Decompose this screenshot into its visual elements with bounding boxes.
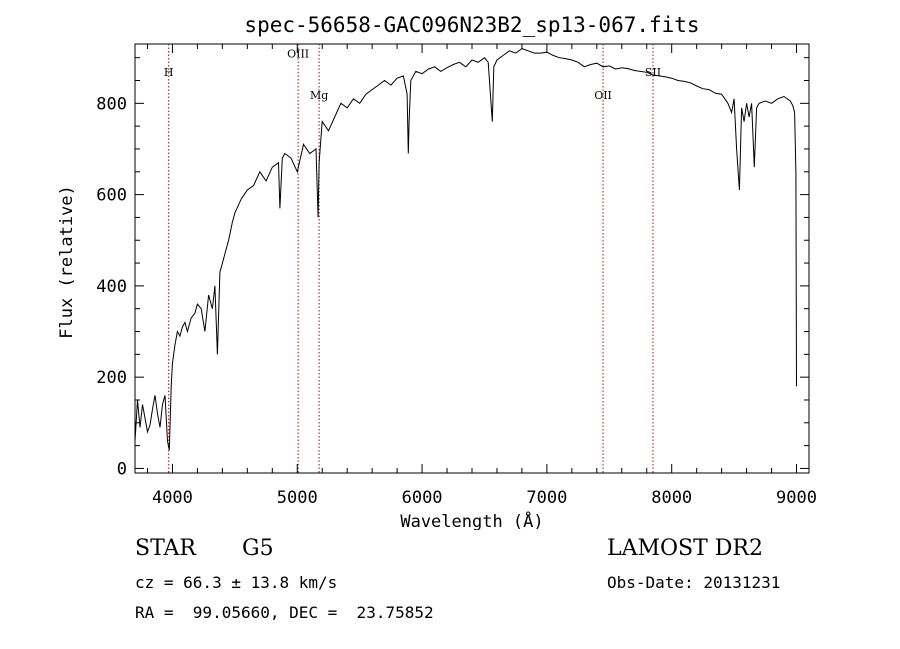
redshift-velocity: cz = 66.3 ± 13.8 km/s (135, 573, 338, 592)
series-group (134, 48, 797, 451)
spectrum-line (134, 48, 797, 451)
y-tick-label: 0 (117, 459, 127, 479)
x-tick-label: 4000 (152, 488, 193, 508)
spectrum-chart: spec-56658-GAC096N23B2_sp13-067.fits H OI… (57, 13, 817, 530)
chart-title: spec-56658-GAC096N23B2_sp13-067.fits (244, 13, 699, 37)
spectral-line-label: Mg (310, 89, 328, 102)
x-tick-label: 9000 (776, 488, 817, 508)
y-tick-label: 200 (96, 368, 127, 388)
spectral-line-label: OII (594, 89, 612, 102)
survey-label: LAMOST DR2 (607, 536, 763, 561)
y-axis-label: Flux (relative) (57, 185, 77, 339)
spectral-line-label: OIII (287, 48, 309, 61)
object-subclass: G5 (242, 536, 274, 561)
axis-ticks: 4000 5000 6000 7000 8000 9000 0 200 400 600 800 (96, 44, 817, 508)
y-tick-label: 400 (96, 277, 127, 297)
observation-date: Obs-Date: 20131231 (607, 573, 781, 592)
x-tick-label: 6000 (402, 488, 443, 508)
x-axis-label: Wavelength (Å) (400, 510, 543, 530)
x-tick-label: 5000 (277, 488, 318, 508)
spectral-line-label: H (164, 66, 174, 79)
x-tick-label: 8000 (651, 488, 692, 508)
y-tick-label: 800 (96, 94, 127, 114)
coordinates: RA = 99.05660, DEC = 23.75852 (135, 603, 434, 622)
object-class: STAR (135, 536, 196, 561)
plot-frame (134, 43, 810, 474)
y-tick-label: 600 (96, 186, 127, 206)
x-tick-label: 7000 (526, 488, 567, 508)
